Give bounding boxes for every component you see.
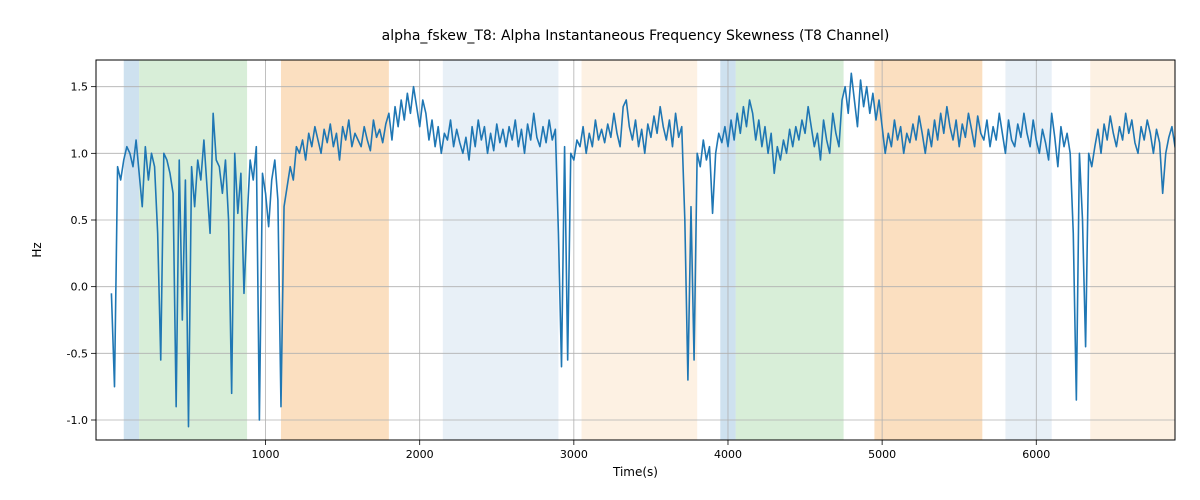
- region-7: [874, 60, 982, 440]
- y-tick-label: 1.5: [71, 81, 89, 94]
- x-tick-label: 2000: [406, 448, 434, 461]
- y-axis-label: Hz: [30, 242, 44, 257]
- y-tick-label: 0.5: [71, 214, 89, 227]
- x-tick-label: 4000: [714, 448, 742, 461]
- region-4: [582, 60, 698, 440]
- region-8: [1005, 60, 1051, 440]
- y-tick-label: 0.0: [71, 281, 89, 294]
- y-tick-label: -1.0: [67, 414, 88, 427]
- line-chart: 1000 2000 3000 4000 5000 6000 -1.0 -0.5 0.0 0.5 1.…: [0, 0, 1200, 500]
- y-tick-label: -0.5: [67, 347, 88, 360]
- region-0: [124, 60, 139, 440]
- region-2: [281, 60, 389, 440]
- chart-container: 1000 2000 3000 4000 5000 6000 -1.0 -0.5 0.0 0.5 1.…: [0, 0, 1200, 500]
- x-tick-label: 5000: [868, 448, 896, 461]
- region-6: [736, 60, 844, 440]
- region-3: [443, 60, 559, 440]
- x-tick-label: 6000: [1022, 448, 1050, 461]
- chart-title: alpha_fskew_T8: Alpha Instantaneous Freq…: [382, 28, 890, 44]
- x-tick-label: 3000: [560, 448, 588, 461]
- region-9: [1090, 60, 1175, 440]
- y-tick-label: 1.0: [71, 147, 89, 160]
- x-tick-label: 1000: [252, 448, 280, 461]
- x-axis-label: Time(s): [612, 465, 658, 479]
